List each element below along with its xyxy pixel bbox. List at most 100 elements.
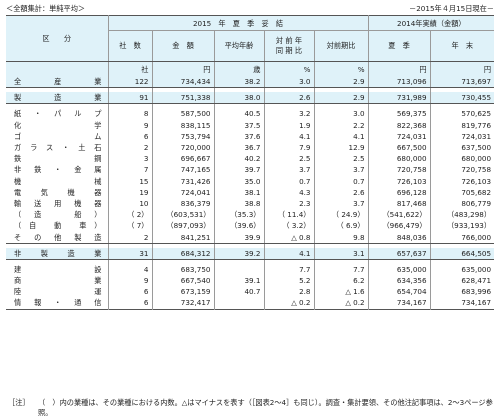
cell-summer [368,243,431,248]
cell-summer: 720,758 [368,164,431,176]
cell-companies [108,87,153,93]
category-name: 鉄 鋼 [6,153,109,165]
cell-vs-prev-period: 2.6 [314,186,369,198]
cell-vs-prev-period: △ 1.6 [314,286,369,298]
cell-vs-prev-period: 0.7 [314,175,369,187]
cell-summer [368,103,431,109]
cell-vs-prev-period [314,243,369,248]
cell-yoy: 3.0 [264,76,315,89]
unit-year-end: 円 [430,61,495,76]
cell-companies: 10 [108,197,153,210]
cell-summer: 734,167 [368,297,431,310]
category-name: 商 業 [6,275,109,287]
table-row: そ の 他 製 造 2 841,251 39.9 △ 0.8 9.8 848,036 766,… [6,231,495,244]
cell-amount: 673,159 [152,286,215,298]
cell-year-end: 683,996 [461,287,492,297]
category-name [6,87,109,93]
category-name: （自 動 車） [6,220,109,232]
units-row: 社 円 歳 % % 円 円 [6,61,495,76]
cell-companies [108,259,153,264]
category-name: 全 産 業 [6,76,109,89]
category-name [6,243,109,248]
spacer-row [6,87,494,93]
cell-vs-prev-period: 9.8 [314,231,369,244]
cell-year-end: 705,682 [461,187,492,197]
cell-yoy: 7.7 [264,263,315,275]
header-avg-age: 平均年齢 [214,30,265,62]
cell-yoy: 2.8 [264,286,315,298]
cell-amount: 751,338 [152,92,215,105]
cell-yoy: 2.5 [264,153,315,165]
aggregation-method-label: ＜全額集計：単純平均＞ [6,4,86,13]
cell-summer: 848,036 [368,231,431,244]
cell-summer: 680,000 [368,153,431,165]
cell-avg-age: 39.1 [214,275,265,287]
cell-avg-age [214,243,265,248]
cell-avg-age: 39.7 [214,164,265,176]
unit-summer: 円 [368,61,431,76]
unit-companies: 社 [108,61,153,76]
cell-summer [368,259,431,264]
cell-yoy: 4.1 [264,247,315,260]
cell-summer: 667,500 [368,141,431,154]
cell-avg-age [214,103,265,109]
cell-year-end: 724,031 [461,131,492,141]
cell-summer: 634,356 [368,275,431,287]
cell-year-end: 726,103 [461,176,492,186]
cell-yoy: 1.9 [264,119,315,131]
cell-companies [108,103,153,109]
cell-yoy: 7.9 [264,141,315,154]
cell-year-end: 680,000 [461,154,492,164]
cell-companies: 6 [108,130,153,142]
cell-yoy: （ 11.4） [264,209,315,221]
cell-summer: 724,031 [368,130,431,142]
cell-year-end: 766,000 [430,231,495,244]
cell-vs-prev-period: 3.0 [314,108,369,120]
cell-companies [108,243,153,248]
cell-summer: 635,000 [368,263,431,275]
cell-yoy: 4.3 [264,186,315,198]
units-blank [6,61,109,76]
table-row: 紙・パルプ 8 587,500 40.5 3.2 3.0 569,375 570,625 [6,108,494,120]
header-yoy: 対 前 年 同 期 比 [264,30,315,62]
cell-yoy [264,103,315,109]
cell-year-end: 635,000 [461,264,492,274]
cell-companies: 7 [108,164,153,176]
header-yoy-text: 対 前 年 同 期 比 [275,36,303,55]
table-row: ゴ ム 6 753,794 37.6 4.1 4.1 724,031 724,031 [6,130,494,142]
cell-yoy: △ 0.8 [264,231,315,244]
cell-amount [152,259,215,264]
cell-year-end: 819,776 [461,120,492,130]
cell-avg-age: 37.6 [214,130,265,142]
table-row: 情報・通信 6 732,417 △ 0.2 △ 0.2 734,167 734,167 [6,297,494,310]
category-name [6,259,109,264]
table-row: ガラス・土石 2 720,000 36.7 7.9 12.9 667,500 637,500 [6,141,494,154]
header-year-end: 年 末 [430,30,495,62]
unit-prev-period: % [314,61,369,76]
cell-vs-prev-period [314,87,369,93]
cell-amount: 587,500 [152,108,215,120]
table-row: 陸 運 6 673,159 40.7 2.8 △ 1.6 654,704 683,996 [6,286,494,298]
header-companies: 社 数 [108,30,153,62]
cell-vs-prev-period: 4.1 [314,130,369,142]
cell-year-end: 628,471 [461,276,492,286]
cell-year-end: 806,779 [461,198,492,208]
cell-avg-age [214,87,265,93]
cell-year-end: 664,505 [430,247,495,260]
cell-yoy: △ 0.2 [264,297,315,310]
spacer-row [6,243,494,248]
header-amount: 金 額 [152,30,215,62]
cell-summer: 657,637 [368,247,431,260]
cell-amount: 724,041 [152,186,215,198]
category-name [6,103,109,109]
bonus-table: 区 分 2015 年 夏 季 妥 結 2014年実績（金額） 社 数 金 額 平… [6,15,495,310]
cell-yoy: 2.6 [264,92,315,105]
cell-avg-age: （39.6） [214,220,265,232]
cell-avg-age [214,297,265,310]
cell-amount: 747,165 [152,164,215,176]
cell-companies: 9 [108,275,153,287]
cell-year-end: 713,697 [430,76,495,89]
cell-companies: 2 [108,231,153,244]
table-row: 化 学 9 838,115 37.5 1.9 2.2 822,368 819,776 [6,119,494,131]
table-row: 非鉄・金属 7 747,165 39.7 3.7 3.7 720,758 720,758 [6,164,494,176]
